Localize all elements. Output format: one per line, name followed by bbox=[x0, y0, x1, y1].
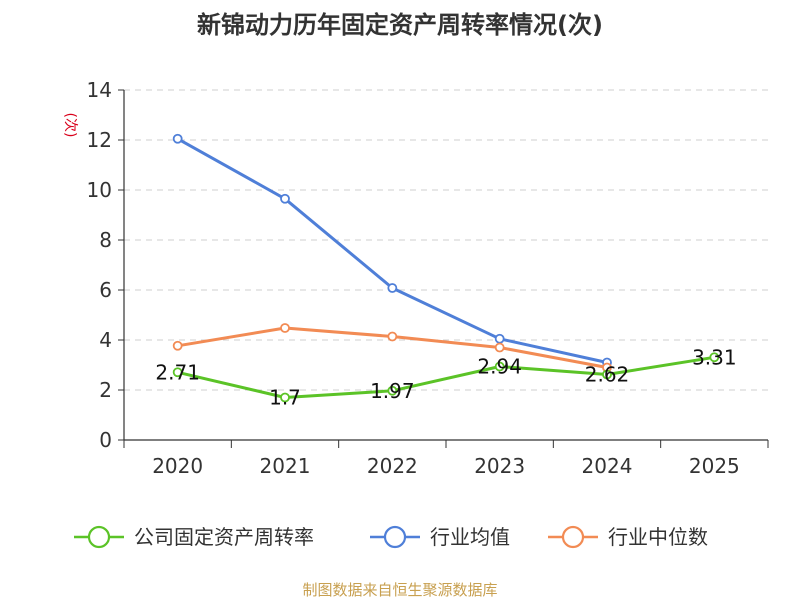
series-point-2 bbox=[387, 331, 398, 342]
series-layer bbox=[172, 133, 720, 403]
x-tick-label: 2022 bbox=[367, 454, 418, 478]
series-line-0 bbox=[176, 355, 716, 399]
y-axis-unit-label: (次) bbox=[62, 113, 78, 138]
chart-title: 新锦动力历年固定资产周转率情况(次) bbox=[197, 11, 603, 39]
legend-swatch-marker-0 bbox=[87, 525, 111, 549]
data-labels: 2.71 1.7 1.97 2.94 2.62 3.31 bbox=[155, 345, 736, 409]
series-point-0 bbox=[602, 369, 612, 380]
series-point-1 bbox=[387, 283, 398, 293]
series-point-0 bbox=[709, 352, 720, 363]
data-label: 3.31 bbox=[692, 345, 737, 369]
series-point-0 bbox=[280, 392, 290, 403]
legend-label-0: 公司固定资产周转率 bbox=[134, 525, 314, 549]
x-tick-label: 2024 bbox=[582, 454, 633, 478]
series-line-1 bbox=[176, 137, 609, 364]
y-tick-label: 14 bbox=[87, 78, 112, 102]
x-tick-label: 2025 bbox=[689, 454, 740, 478]
legend: 公司固定资产周转率 行业均值 行业中位数 bbox=[74, 525, 708, 549]
source-note: 制图数据来自恒生聚源数据库 bbox=[302, 581, 497, 599]
legend-swatch-marker-2 bbox=[561, 525, 585, 549]
y-tick-label: 10 bbox=[87, 178, 112, 202]
legend-label-2: 行业中位数 bbox=[608, 525, 708, 549]
data-label: 2.94 bbox=[477, 355, 522, 379]
y-tick-label: 2 bbox=[99, 378, 112, 402]
data-label: 2.62 bbox=[585, 363, 630, 387]
y-tick-label: 12 bbox=[87, 128, 112, 152]
series-point-2 bbox=[172, 340, 183, 351]
data-label: 1.7 bbox=[269, 386, 301, 410]
x-tick-label: 2023 bbox=[474, 454, 525, 478]
series-point-2 bbox=[494, 342, 505, 353]
series-point-1 bbox=[280, 193, 290, 204]
series-point-2 bbox=[280, 323, 290, 333]
data-label: 1.97 bbox=[370, 379, 415, 403]
series-point-0 bbox=[387, 385, 398, 396]
legend-label-1: 行业均值 bbox=[430, 525, 510, 549]
x-tick-label: 2020 bbox=[152, 454, 203, 478]
data-label: 2.71 bbox=[155, 360, 200, 384]
y-tick-label: 4 bbox=[99, 328, 112, 352]
grid-lines bbox=[124, 89, 768, 391]
series-point-0 bbox=[494, 361, 505, 372]
series-point-0 bbox=[172, 367, 183, 378]
legend-swatch-marker-1 bbox=[383, 525, 407, 549]
y-tick-label: 8 bbox=[99, 228, 112, 252]
y-tick-label: 0 bbox=[99, 428, 112, 452]
series-point-1 bbox=[172, 133, 183, 144]
series-point-1 bbox=[494, 333, 505, 344]
x-tick-label: 2021 bbox=[260, 454, 311, 478]
axes: 0 2 4 6 8 10 12 14 2020 2021 2022 2023 2024 2025 bbox=[87, 78, 769, 478]
y-tick-label: 6 bbox=[99, 278, 112, 302]
